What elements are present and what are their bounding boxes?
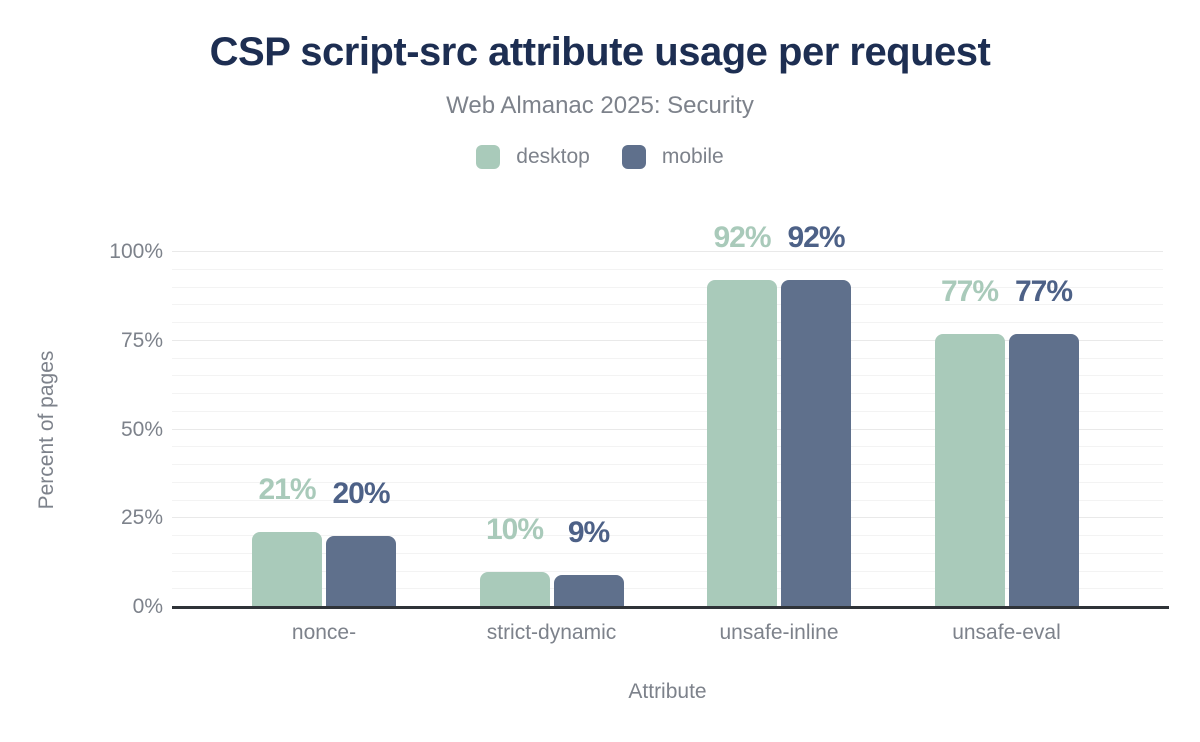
gridline-20 <box>172 535 1163 536</box>
y-tick-label-0: 0% <box>132 595 163 618</box>
plot-area: 21% 20% 10% 9% 92% 92% 77% 77% <box>172 223 1169 609</box>
gridline-10 <box>172 570 1163 572</box>
bar-value-label-mobile-nonce-: 20% <box>332 477 390 510</box>
legend-label-desktop: desktop <box>516 145 590 168</box>
legend-item-mobile[interactable]: mobile <box>621 145 724 169</box>
x-tick-label-unsafe-eval: unsafe-eval <box>952 621 1061 644</box>
chart-title: CSP script-src attribute usage per reque… <box>209 30 991 74</box>
gridline-65 <box>172 375 1163 377</box>
gridline-15 <box>172 552 1163 554</box>
bar-desktop-unsafe-eval[interactable] <box>934 333 1005 607</box>
bar-value-label-desktop-strict-dynamic: 10% <box>485 512 544 546</box>
bar-mobile-strict-dynamic[interactable] <box>553 575 624 607</box>
bar-desktop-unsafe-inline[interactable] <box>707 280 777 607</box>
bar-value-label-desktop-nonce-: 21% <box>258 473 316 507</box>
legend: desktop mobile <box>0 144 1200 170</box>
legend-label-mobile: mobile <box>661 145 724 168</box>
bar-value-label-mobile-unsafe-eval: 77% <box>1014 274 1073 308</box>
gridline-55 <box>172 410 1163 412</box>
gridline-40 <box>172 464 1163 465</box>
bar-value-label-mobile-strict-dynamic: 9% <box>567 516 610 550</box>
legend-swatch-desktop <box>476 145 501 169</box>
gridline-5 <box>172 588 1163 590</box>
gridline-95 <box>172 268 1163 270</box>
bar-value-label-desktop-unsafe-eval: 77% <box>940 274 999 308</box>
x-axis-line <box>172 606 1169 609</box>
y-tick-label-75: 75% <box>120 328 163 352</box>
gridline-50 <box>172 428 1163 430</box>
gridline-35 <box>172 481 1163 483</box>
bar-value-label-mobile-unsafe-inline: 92% <box>787 221 845 255</box>
x-axis-title: Attribute <box>628 680 707 703</box>
gridline-85 <box>172 304 1163 306</box>
x-tick-label-unsafe-inline: unsafe-inline <box>719 621 839 644</box>
bar-mobile-unsafe-inline[interactable] <box>781 280 851 607</box>
bar-desktop-nonce-[interactable] <box>252 532 322 607</box>
gridline-75 <box>172 339 1163 341</box>
gridline-45 <box>172 446 1163 448</box>
gridline-90 <box>172 286 1163 288</box>
x-tick-label-nonce-: nonce- <box>291 621 357 644</box>
gridline-70 <box>172 357 1163 359</box>
bar-mobile-unsafe-eval[interactable] <box>1008 333 1079 607</box>
gridline-30 <box>172 499 1163 501</box>
y-tick-label-100: 100% <box>109 240 163 263</box>
bar-desktop-strict-dynamic[interactable] <box>479 571 550 607</box>
chart-subtitle: Web Almanac 2025: Security <box>446 92 754 119</box>
gridline-100 <box>172 251 1163 252</box>
y-tick-label-50: 50% <box>120 417 163 441</box>
y-tick-label-25: 25% <box>120 506 163 530</box>
gridline-25 <box>172 517 1163 519</box>
legend-item-desktop[interactable]: desktop <box>476 145 590 169</box>
bar-mobile-nonce-[interactable] <box>326 536 396 607</box>
x-tick-label-strict-dynamic: strict-dynamic <box>486 621 617 644</box>
gridline-80 <box>172 322 1163 323</box>
bar-value-label-desktop-unsafe-inline: 92% <box>713 221 771 255</box>
y-axis-title: Percent of pages <box>35 350 58 510</box>
legend-swatch-mobile <box>621 145 646 169</box>
gridline-60 <box>172 393 1163 394</box>
